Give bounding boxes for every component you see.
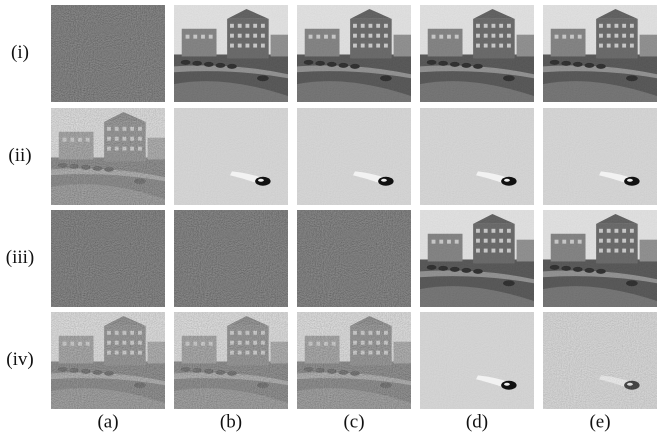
image-panel	[543, 5, 657, 102]
image-panel	[51, 312, 165, 409]
image-panel	[297, 210, 411, 307]
column-label: (a)	[97, 411, 118, 432]
image-panel	[543, 210, 657, 307]
image-panel	[297, 312, 411, 409]
image-panel	[297, 108, 411, 205]
image-panel	[51, 108, 165, 205]
image-panel	[174, 5, 288, 102]
image-panel	[420, 210, 534, 307]
image-panel	[543, 312, 657, 409]
image-panel	[543, 108, 657, 205]
image-panel	[174, 108, 288, 205]
row-label: (i)	[11, 42, 29, 63]
column-label: (d)	[466, 411, 488, 432]
image-panel	[420, 312, 534, 409]
image-panel	[420, 108, 534, 205]
image-panel	[51, 5, 165, 102]
image-panel	[297, 5, 411, 102]
image-panel	[420, 5, 534, 102]
row-label: (iii)	[6, 247, 35, 268]
column-label: (e)	[589, 411, 610, 432]
row-label: (iv)	[6, 349, 33, 370]
column-label: (c)	[343, 411, 364, 432]
row-label: (ii)	[8, 145, 31, 166]
column-label: (b)	[220, 411, 242, 432]
image-panel	[174, 312, 288, 409]
image-panel	[51, 210, 165, 307]
image-panel	[174, 210, 288, 307]
